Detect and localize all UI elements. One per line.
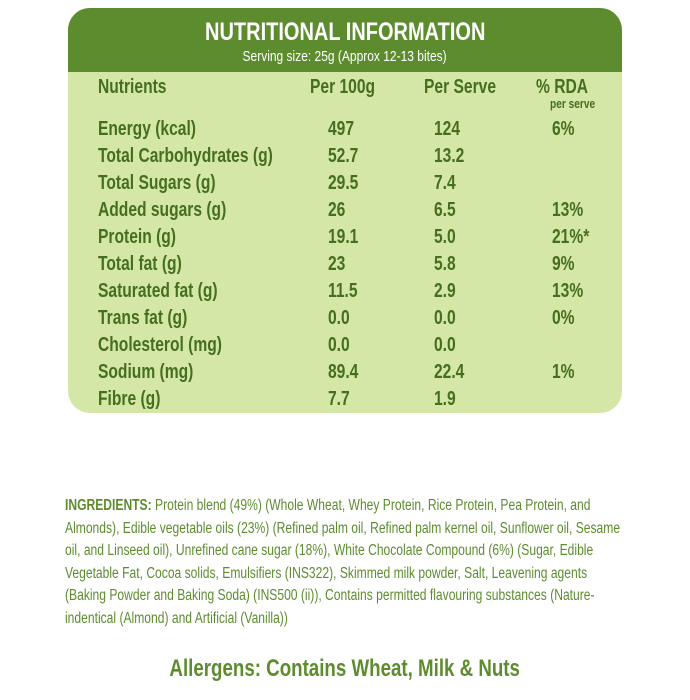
per-serve: 0.0 <box>434 334 462 357</box>
per-100g-text: 11.5 <box>328 280 358 302</box>
per-serve-text: 2.9 <box>434 280 456 302</box>
rda: 9% <box>552 253 581 276</box>
per-100g-text: 26 <box>328 199 346 221</box>
column-header: Per Serve <box>424 76 516 99</box>
rda: 21%* <box>552 226 600 249</box>
rda-text: 1% <box>552 361 575 383</box>
rda: 1% <box>552 361 581 384</box>
nutrient-text: Cholesterol (mg) <box>98 334 222 356</box>
ingredients: INGREDIENTS: Protein blend (49%) (Whole … <box>65 495 627 631</box>
rda-text: 0% <box>552 307 575 329</box>
column-header: Per 100g <box>310 76 393 99</box>
per-100g: 52.7 <box>328 145 367 168</box>
per-serve-text: 5.8 <box>434 253 456 275</box>
per-100g: 26 <box>328 199 350 222</box>
column-header-text: % RDA <box>536 76 589 98</box>
nutrient: Added sugars (g) <box>98 199 262 222</box>
nutrient: Total Carbohydrates (g) <box>98 145 322 168</box>
nutrient-text: Sodium (mg) <box>98 361 194 383</box>
per-100g-text: 29.5 <box>328 172 359 194</box>
nutrient-text: Fibre (g) <box>98 388 161 410</box>
nutrient: Total Sugars (g) <box>98 172 249 195</box>
column-header-text: Per 100g <box>310 76 376 98</box>
nutrient: Cholesterol (mg) <box>98 334 257 357</box>
rda: 6% <box>552 118 581 141</box>
serving-size: Serving size: 25g (Approx 12-13 bites) <box>242 48 448 65</box>
rda: 13% <box>552 199 592 222</box>
per-serve: 124 <box>434 118 467 141</box>
per-100g: 23 <box>328 253 350 276</box>
per-serve: 5.8 <box>434 253 462 276</box>
nutrient-text: Total fat (g) <box>98 253 182 275</box>
rda-note: per serve <box>550 96 608 111</box>
per-100g-text: 19.1 <box>328 226 359 248</box>
nutrient-text: Total Sugars (g) <box>98 172 216 194</box>
per-serve-text: 7.4 <box>434 172 456 194</box>
allergens: Allergens: Contains Wheat, Milk & Nuts <box>169 655 521 682</box>
nutrient-text: Trans fat (g) <box>98 307 188 329</box>
nutrient-text: Saturated fat (g) <box>98 280 218 302</box>
per-serve-text: 124 <box>434 118 461 140</box>
nutrition-panel: NUTRITIONAL INFORMATION Serving size: 25… <box>68 8 622 413</box>
nutrient-text: Energy (kcal) <box>98 118 196 140</box>
per-serve: 22.4 <box>434 361 473 384</box>
per-100g: 0.0 <box>328 334 356 357</box>
per-serve: 6.5 <box>434 199 462 222</box>
per-100g-text: 23 <box>328 253 346 275</box>
rda-note-text: per serve <box>550 96 596 111</box>
per-100g: 89.4 <box>328 361 367 384</box>
per-100g: 7.7 <box>328 388 356 411</box>
rda-text: 21%* <box>552 226 590 248</box>
per-100g: 11.5 <box>328 280 366 303</box>
ingredients-text: Protein blend (49%) (Whole Wheat, Whey P… <box>65 497 621 627</box>
nutrient: Trans fat (g) <box>98 307 212 330</box>
per-100g: 497 <box>328 118 361 141</box>
rda: 0% <box>552 307 581 330</box>
per-100g: 0.0 <box>328 307 356 330</box>
per-serve: 1.9 <box>434 388 462 411</box>
per-serve-text: 0.0 <box>434 334 456 356</box>
nutrient: Saturated fat (g) <box>98 280 251 303</box>
per-serve: 2.9 <box>434 280 462 303</box>
per-100g-text: 0.0 <box>328 334 350 356</box>
nutrient-text: Total Carbohydrates (g) <box>98 145 273 167</box>
rda-text: 13% <box>552 199 584 221</box>
per-serve-text: 22.4 <box>434 361 465 383</box>
rda: 13% <box>552 280 592 303</box>
column-header: Nutrients <box>98 76 186 99</box>
nutrient: Fibre (g) <box>98 388 178 411</box>
per-serve-text: 13.2 <box>434 145 465 167</box>
per-serve: 0.0 <box>434 307 462 330</box>
per-100g-text: 7.7 <box>328 388 350 410</box>
per-serve: 13.2 <box>434 145 473 168</box>
rda-text: 6% <box>552 118 575 140</box>
column-header-text: Nutrients <box>98 76 167 98</box>
panel-header <box>68 8 622 72</box>
per-100g-text: 52.7 <box>328 145 359 167</box>
nutrient: Sodium (mg) <box>98 361 220 384</box>
ingredients-label: INGREDIENTS: <box>65 497 152 514</box>
title: NUTRITIONAL INFORMATION <box>204 18 486 46</box>
per-100g-text: 89.4 <box>328 361 359 383</box>
per-100g-text: 0.0 <box>328 307 350 329</box>
nutrient-text: Added sugars (g) <box>98 199 227 221</box>
per-serve-text: 1.9 <box>434 388 456 410</box>
nutrient: Total fat (g) <box>98 253 205 276</box>
nutrient: Protein (g) <box>98 226 198 249</box>
per-100g-text: 497 <box>328 118 355 140</box>
column-header-text: Per Serve <box>424 76 496 98</box>
rda-text: 13% <box>552 280 584 302</box>
rda-text: 9% <box>552 253 575 275</box>
per-serve-text: 5.0 <box>434 226 456 248</box>
per-serve: 5.0 <box>434 226 462 249</box>
per-100g: 19.1 <box>328 226 367 249</box>
per-serve: 7.4 <box>434 172 462 195</box>
per-serve-text: 6.5 <box>434 199 456 221</box>
nutrient: Energy (kcal) <box>98 118 224 141</box>
per-100g: 29.5 <box>328 172 367 195</box>
nutrient-text: Protein (g) <box>98 226 176 248</box>
column-header: % RDA <box>536 76 603 99</box>
per-serve-text: 0.0 <box>434 307 456 329</box>
